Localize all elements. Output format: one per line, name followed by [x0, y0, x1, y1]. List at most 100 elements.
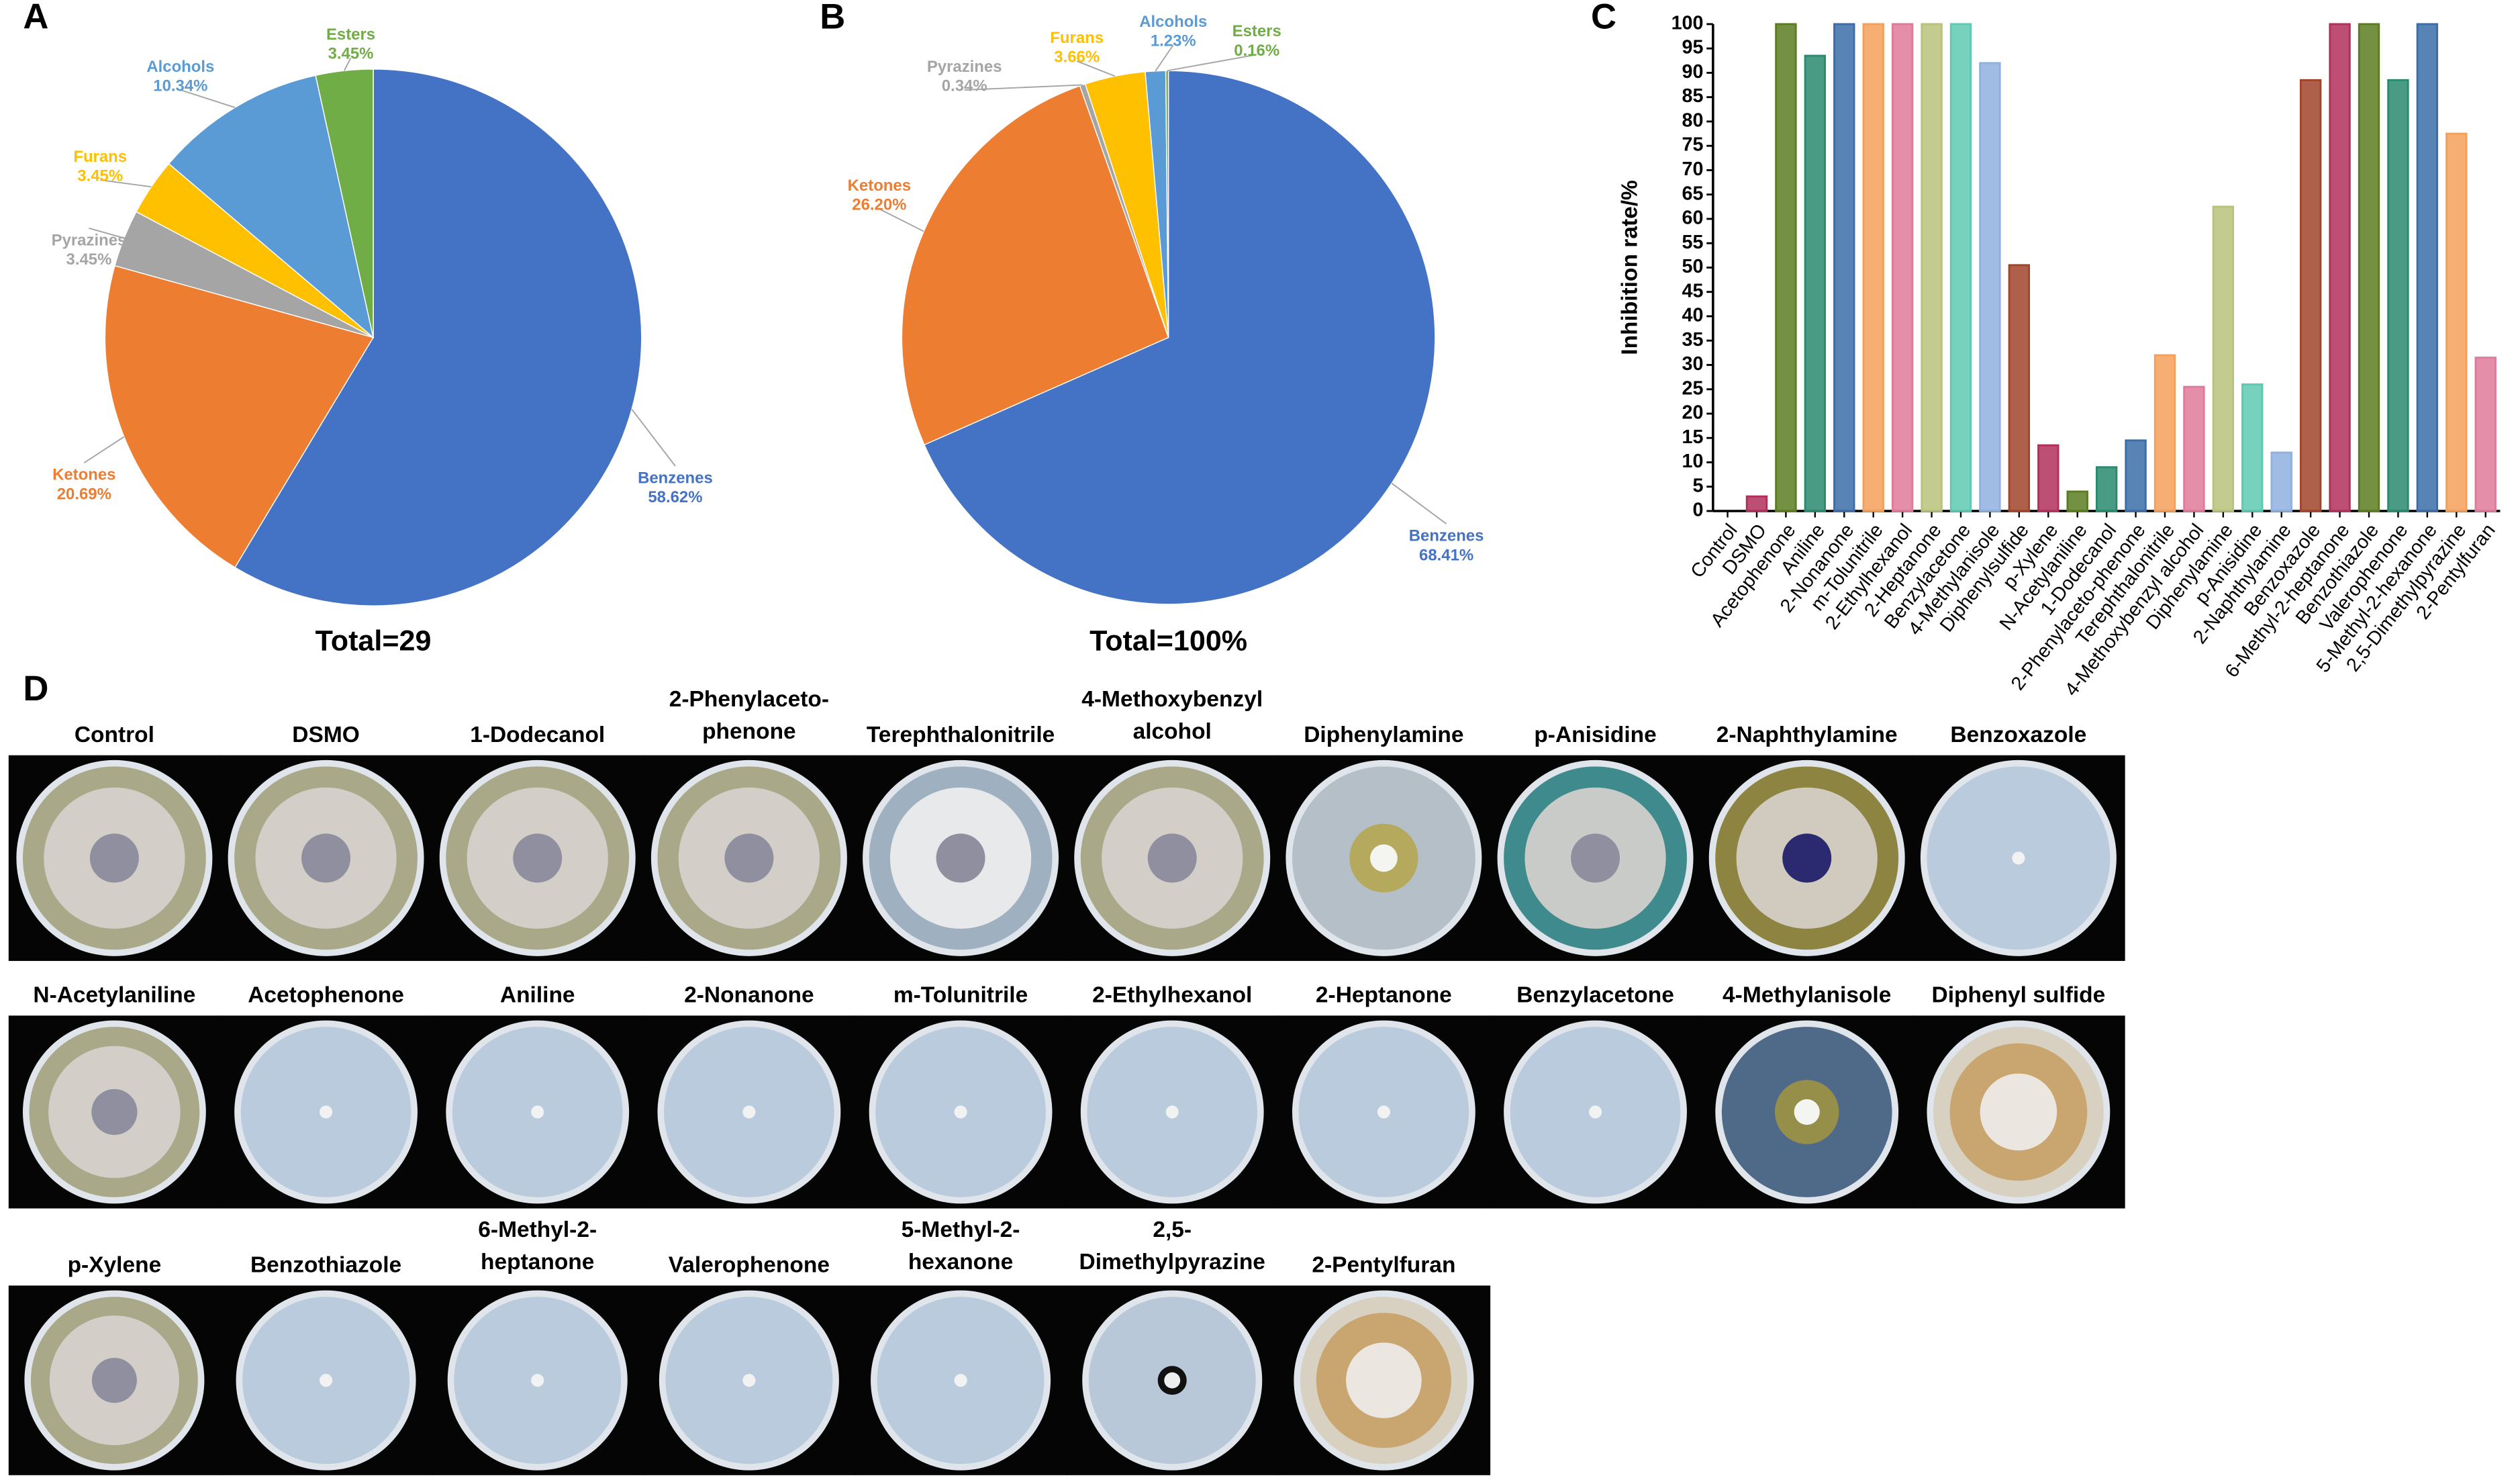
y-tick-label: 0 [1693, 500, 1704, 521]
mycelium-center [301, 833, 351, 883]
y-tick-label: 90 [1682, 61, 1704, 83]
dish-label: 2,5- [1153, 1217, 1192, 1242]
bar [2212, 205, 2235, 512]
y-tick-label: 55 [1682, 232, 1704, 253]
y-tick-label: 10 [1682, 451, 1704, 472]
plug [2012, 851, 2025, 865]
dish-label: phenone [702, 719, 796, 744]
dish-label: hexanone [908, 1250, 1013, 1275]
slice-label: Esters [326, 26, 375, 44]
mycelium [1346, 1342, 1422, 1418]
dish-label: Acetophenone [248, 983, 404, 1008]
plug [531, 1105, 544, 1119]
dish-label: Diphenyl sulfide [1932, 983, 2106, 1008]
bar [2416, 23, 2439, 512]
mycelium-center [91, 1358, 137, 1403]
mycelium-center [1147, 833, 1197, 883]
slice-value-label: 68.41% [1419, 546, 1473, 564]
plug [531, 1374, 544, 1387]
y-tick-label: 65 [1682, 183, 1704, 204]
y-tick-label: 15 [1682, 426, 1704, 448]
y-tick-label: 75 [1682, 134, 1704, 156]
plug [742, 1374, 756, 1387]
y-tick-label: 80 [1682, 109, 1704, 131]
y-tick-label: 60 [1682, 207, 1704, 229]
bar [2358, 23, 2380, 512]
panel-letter: C [1591, 0, 1616, 37]
slice-value-label: 26.20% [852, 196, 906, 214]
dish-label: Terephthalonitrile [867, 723, 1055, 747]
mycelium [1980, 1073, 2057, 1151]
leader-line [89, 227, 125, 239]
bar [1745, 495, 1768, 512]
slice-value-label: 1.23% [1151, 32, 1196, 50]
slice-value-label: 10.34% [153, 77, 207, 95]
panel-letter: A [23, 0, 48, 37]
bar [2299, 79, 2322, 512]
y-tick-label: 35 [1682, 329, 1704, 351]
bar [2474, 357, 2497, 512]
bar [2270, 451, 2292, 512]
leader-line [343, 57, 352, 71]
leader-line [100, 179, 152, 188]
pie-caption: Total=100% [1089, 625, 1247, 657]
bar [2183, 385, 2205, 512]
dish-label: 2-Ethylhexanol [1092, 983, 1252, 1008]
slice-value-label: 0.16% [1234, 42, 1279, 60]
pie-caption: Total=29 [316, 625, 432, 657]
y-tick-label: 40 [1682, 305, 1704, 326]
slice-value-label: 20.69% [57, 485, 111, 503]
slice-value-label: 0.34% [942, 77, 987, 95]
mycelium-center [89, 833, 139, 883]
leader-line [631, 408, 676, 467]
dish-label: Valerophenone [669, 1253, 830, 1278]
bar [1921, 23, 1943, 512]
plug [1377, 1105, 1390, 1119]
leader-line [180, 89, 236, 109]
slice-label: Alcohols [146, 58, 214, 76]
bar [1775, 23, 1797, 512]
leader-line [1155, 44, 1174, 72]
bar [2387, 79, 2409, 512]
mycelium [1369, 844, 1398, 872]
plug [1165, 1105, 1179, 1119]
dish-label: Dimethylpyrazine [1079, 1250, 1265, 1275]
dish-label: 2-Phenylaceto- [669, 687, 829, 712]
y-tick-label: 20 [1682, 402, 1704, 424]
dish-label: 5-Methyl-2- [902, 1217, 1020, 1242]
slice-value-label: 3.45% [66, 250, 112, 269]
slice-value-label: 3.66% [1054, 48, 1100, 66]
y-tick-label: 70 [1682, 158, 1704, 180]
leader-line [1391, 482, 1447, 524]
mycelium-center [936, 833, 985, 883]
dish-label: 4-Methoxybenzyl [1081, 687, 1263, 712]
slice-label: Benzenes [1409, 527, 1484, 545]
dish-label: 1-Dodecanol [470, 723, 605, 747]
bar [2008, 264, 2031, 512]
dish-label: Aniline [500, 983, 575, 1008]
y-tick-label: 45 [1682, 280, 1704, 302]
dish-label: p-Anisidine [1534, 723, 1656, 747]
y-tick-label: 100 [1671, 12, 1704, 34]
dish-label: heptanone [481, 1250, 594, 1275]
mycelium-center [513, 833, 563, 883]
dish-label: DSMO [292, 723, 359, 747]
panel-letter: D [23, 669, 48, 708]
pie-slice [234, 68, 642, 606]
plug [1588, 1105, 1602, 1119]
y-tick-label: 50 [1682, 256, 1704, 277]
bar [2037, 444, 2059, 512]
bar [2241, 383, 2264, 512]
dish-label: Control [75, 723, 154, 747]
dish-label: N-Acetylaniline [33, 983, 195, 1008]
pie-slice [923, 70, 1436, 605]
slice-label: Esters [1232, 22, 1281, 40]
mycelium-center [724, 833, 774, 883]
dish-label: 2-Nonanone [684, 983, 814, 1008]
bar [1949, 23, 1972, 512]
y-tick-label: 95 [1682, 37, 1704, 58]
mycelium [1794, 1099, 1820, 1125]
plug [742, 1105, 756, 1119]
